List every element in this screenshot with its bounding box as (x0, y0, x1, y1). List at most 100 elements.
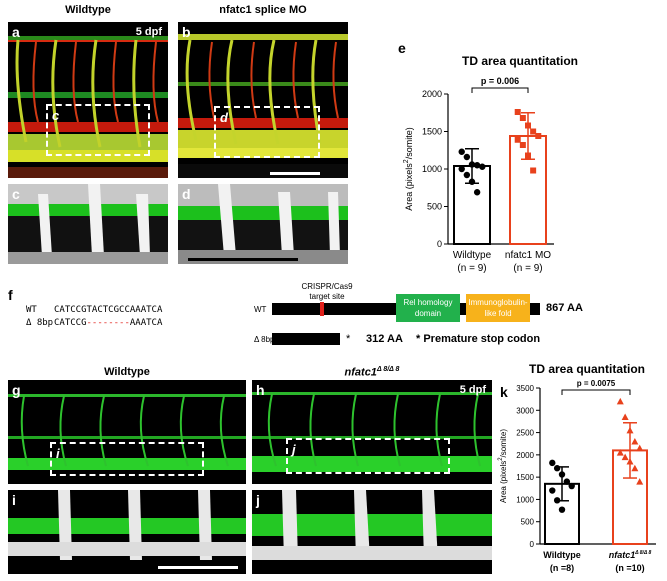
y-tick-label: 2000 (422, 89, 442, 99)
seq-mut-prefix: CATCCG (54, 318, 87, 328)
data-point (631, 437, 639, 445)
header-mutant-bottom: nfatc1Δ 8/Δ 8 (252, 366, 492, 379)
chart-e: 0 500 1000 1500 2000 Area (pixels2/somite) Wil… (403, 76, 554, 274)
mut-length: 312 AA (366, 333, 403, 345)
zoom-image-j (252, 490, 492, 574)
immunoglobulin-domain: Immunoglobulin-like fold (466, 294, 530, 322)
zoom-image-d (178, 184, 348, 264)
zoom-box-h (286, 438, 450, 474)
y-tick-label: 1500 (516, 473, 534, 482)
seq-mut-label: Δ 8bp (26, 318, 54, 328)
data-point (549, 459, 556, 467)
header-mo-top: nfatc1 splice MO (219, 4, 307, 16)
category-n-0: (n =8) (550, 563, 574, 573)
zoom-box-label-j: j (292, 442, 296, 457)
data-point (616, 449, 624, 456)
rel-homology-domain: Rel homology domain (396, 294, 460, 322)
zoom-box-label-c: c (52, 108, 60, 123)
category-n-1: (n =10) (615, 563, 644, 573)
ig-domain-line2: like fold (484, 309, 512, 318)
data-point (558, 471, 566, 478)
data-point (558, 506, 566, 513)
data-point (514, 136, 521, 143)
image-panel-c: c (8, 184, 168, 264)
data-point (616, 397, 624, 405)
data-point (563, 478, 571, 485)
header-mutant-gene: nfatc1 (344, 366, 377, 379)
image-panel-b: b d (178, 22, 348, 178)
vasculature-image-g (8, 380, 246, 484)
header-mutant-allele: Δ 8/Δ 8 (376, 366, 400, 373)
image-panel-a: a 5 dpf c (8, 22, 168, 178)
category-n-0: (n = 9) (457, 263, 486, 274)
image-panel-g: g i (8, 380, 246, 484)
rel-domain-line1: Rel homology (403, 298, 453, 307)
y-tick-label: 1000 (516, 495, 534, 504)
age-label-bottom: 5 dpf (459, 384, 486, 396)
vasculature-image-a (8, 22, 168, 178)
panel-letter-e: e (398, 40, 406, 56)
y-tick-label: 3000 (516, 406, 534, 415)
vasculature-image-h (252, 380, 492, 484)
y-tick-label: 3500 (516, 384, 534, 393)
data-point (458, 148, 465, 155)
zoom-box-label-i: i (56, 446, 60, 461)
panel-letter-h: h (256, 382, 265, 398)
panel-letter-a: a (12, 24, 20, 40)
significance-bracket (471, 87, 529, 93)
scale-bar-b (270, 172, 320, 175)
scale-bar-d (188, 258, 298, 261)
mut-stop-star: * (346, 333, 351, 345)
category-label-0: Wildtype (543, 550, 580, 560)
wt-length: 867 AA (546, 302, 583, 314)
data-point (621, 453, 629, 461)
panel-letter-b: b (182, 24, 191, 40)
data-point (636, 478, 644, 485)
y-axis-label: Area (pixels2/somite) (498, 429, 508, 503)
zoom-box-g (50, 442, 204, 476)
y-tick-label: 1500 (422, 127, 442, 137)
chart-e-title: TD area quantitation (461, 54, 578, 68)
zoom-box-label-d: d (220, 110, 228, 125)
category-label-0: Wildtype (453, 250, 492, 261)
panel-letter-k: k (500, 384, 508, 400)
data-point (631, 464, 639, 472)
ig-domain-line1: Immunoglobulin- (468, 298, 528, 307)
data-point (525, 152, 531, 159)
p-value-label: p = 0.0075 (577, 379, 616, 388)
data-point (468, 178, 476, 185)
scale-bar-i (158, 566, 238, 569)
data-point (473, 189, 481, 196)
crispr-label-line2: target site (309, 292, 345, 301)
seq-wt-label: WT (26, 305, 37, 315)
data-point (479, 163, 486, 170)
data-point (463, 171, 471, 179)
data-point (553, 465, 561, 472)
panel-letter-i: i (12, 492, 16, 508)
vasculature-image-b (178, 22, 348, 178)
domain-wt-label: WT (254, 305, 267, 314)
data-point (626, 458, 634, 465)
seq-mut-suffix: AAATCA (129, 318, 163, 328)
seq-wt: CATCCGTACTCGCCAAATCA (54, 305, 163, 315)
data-point (621, 413, 629, 420)
data-point (530, 167, 537, 174)
seq-mut: CATCCG--------AAATCA (54, 318, 162, 328)
seq-mut-deletion: -------- (86, 318, 130, 328)
data-point (636, 444, 644, 452)
data-point (530, 128, 537, 135)
data-point (519, 115, 526, 121)
data-point (553, 497, 561, 504)
data-point (463, 153, 471, 161)
crispr-target-site (320, 302, 324, 316)
y-tick-label: 1000 (422, 164, 442, 174)
panel-letter-j: j (256, 492, 260, 508)
panel-letter-g: g (12, 382, 21, 398)
data-point (549, 487, 556, 494)
image-panel-d: d (178, 184, 348, 264)
y-tick-label: 500 (427, 202, 442, 212)
header-wildtype-bottom: Wildtype (104, 366, 150, 378)
rel-domain-line2: domain (414, 309, 442, 318)
zoom-box-b (214, 106, 320, 158)
crispr-site-label: CRISPR/Cas9 target site (292, 282, 362, 302)
